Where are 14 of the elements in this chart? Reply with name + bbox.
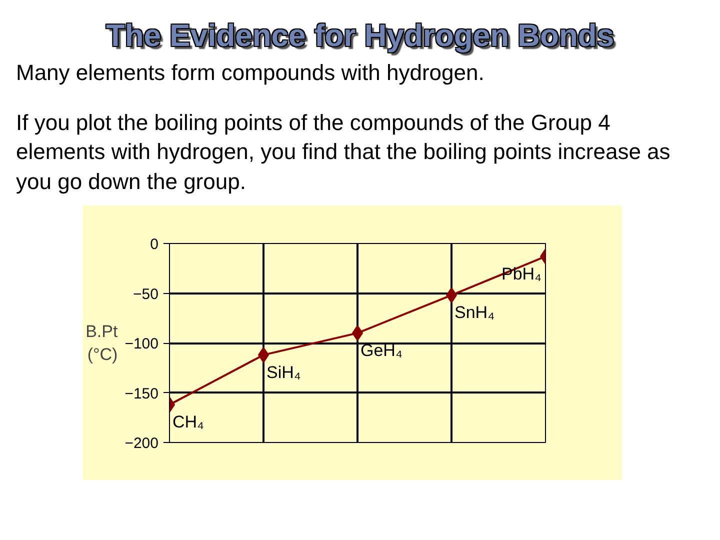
text: If you plot the boiling points of the compounds of the Group 4 elements with hydrogen, you find that the boiling points increase as you go down the group. (16, 108, 672, 196)
y-tick-label: −200 (124, 434, 159, 452)
text: Many elements form compounds with hydrogen. (16, 59, 484, 87)
y-tick-label: 0 (150, 236, 158, 253)
chart-title: The Evidence for Hydrogen Bonds (106, 17, 614, 55)
x-tick-label: GeH₄ (360, 340, 402, 360)
x-tick-label: PbH₄ (501, 264, 542, 284)
x-tick-label: CH₄ (172, 412, 204, 432)
y-tick-label: −50 (133, 286, 159, 302)
y-tick-label: −150 (124, 385, 159, 402)
x-tick-label: SiH₄ (266, 362, 301, 382)
y-tick-label: −100 (124, 335, 159, 352)
x-tick-label: SnH₄ (454, 302, 495, 322)
y-axis-title: B.Pt (°C) (86, 322, 118, 364)
